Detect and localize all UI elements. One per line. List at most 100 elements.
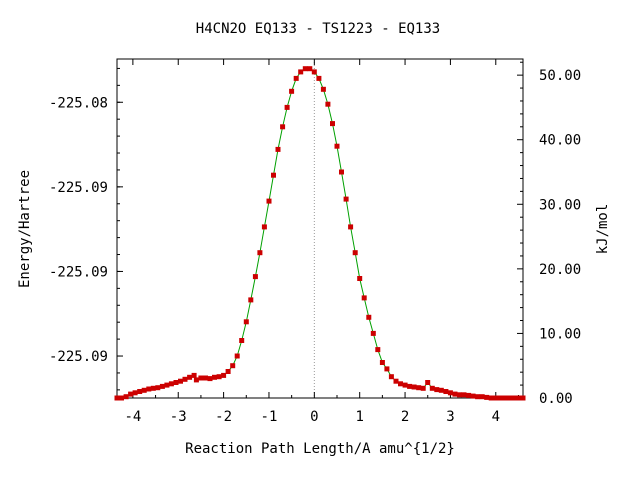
data-point (420, 385, 426, 391)
data-point (284, 104, 290, 110)
data-point (216, 374, 222, 380)
data-point (302, 66, 308, 72)
data-point (352, 250, 358, 256)
data-point (307, 66, 313, 72)
data-point (316, 75, 322, 81)
data-point (239, 338, 245, 343)
data-point (370, 330, 376, 336)
data-point (443, 389, 449, 394)
data-point (248, 297, 254, 303)
x-axis-ticks: -4 -3 -2 -1 0 1 2 3 4 (124, 59, 519, 425)
data-point (511, 395, 517, 401)
data-point (484, 394, 490, 400)
energy-curve (117, 68, 523, 399)
x-tick-label: -2 (215, 409, 232, 425)
data-point (516, 395, 521, 401)
y-right-tick-label: 40.00 (539, 133, 581, 149)
y-right-axis-ticks: 0.00 10.00 20.00 30.00 40.00 50.00 (517, 61, 581, 407)
x-tick-label: 1 (355, 409, 363, 425)
y-right-tick-label: 20.00 (539, 262, 581, 278)
data-point (114, 395, 120, 401)
data-point (320, 86, 326, 92)
data-point (261, 224, 267, 230)
data-point (193, 377, 199, 383)
plot-frame (116, 58, 524, 399)
data-point (330, 121, 335, 127)
data-point (150, 385, 156, 391)
data-point (252, 274, 258, 280)
data-point (137, 389, 143, 394)
y-right-axis-label: kJ/mol (595, 204, 611, 255)
data-point (298, 69, 304, 75)
y-right-tick-label: 50.00 (539, 68, 581, 84)
data-point (384, 366, 390, 372)
data-point (388, 374, 394, 380)
data-point (407, 383, 413, 389)
data-point (339, 169, 344, 175)
data-point (128, 391, 134, 397)
data-point (243, 319, 249, 325)
data-point (203, 375, 208, 381)
data-point (348, 224, 354, 230)
data-point (168, 381, 174, 387)
data-point (461, 392, 467, 398)
data-point (266, 198, 272, 204)
data-point (416, 385, 422, 391)
data-point (187, 374, 193, 380)
y-left-tick-label: -225.09 (49, 264, 108, 280)
data-point (159, 383, 165, 389)
data-point (334, 143, 340, 149)
data-point (173, 380, 179, 385)
data-point (141, 387, 147, 393)
data-point (198, 375, 204, 381)
data-point (361, 295, 367, 301)
data-point (425, 380, 431, 385)
data-point (502, 395, 508, 401)
data-point (234, 353, 240, 359)
y-left-axis-ticks: -225.09 -225.09 -225.09 -225.08 (49, 67, 123, 391)
data-point (275, 146, 281, 152)
data-point (506, 395, 512, 401)
x-tick-label: 3 (446, 409, 454, 425)
data-point (398, 381, 403, 387)
data-point (311, 69, 317, 75)
x-tick-label: 2 (401, 409, 409, 425)
data-point (493, 395, 499, 401)
data-point (191, 372, 197, 378)
data-point (155, 385, 161, 391)
data-point (119, 395, 124, 401)
data-point (520, 395, 526, 401)
data-point (393, 378, 399, 384)
data-point (325, 101, 331, 107)
plot-border (116, 58, 524, 399)
y-left-tick-label: -225.08 (49, 95, 108, 111)
data-point (434, 387, 440, 393)
data-point (221, 372, 227, 378)
data-point (357, 276, 363, 281)
chart-title: H4CN2O EQ133 - TS1223 - EQ133 (196, 21, 440, 37)
x-tick-label: 0 (310, 409, 318, 425)
data-point (257, 250, 263, 256)
data-point (164, 382, 170, 388)
x-tick-label: -3 (170, 409, 187, 425)
y-right-tick-label: 30.00 (539, 197, 581, 213)
data-point (146, 386, 152, 392)
x-tick-label: -4 (124, 409, 141, 425)
data-point (457, 392, 462, 398)
data-point (402, 382, 408, 388)
data-point (212, 374, 217, 380)
y-right-tick-label: 0.00 (539, 391, 573, 407)
y-left-axis-label: Energy/Hartree (17, 170, 33, 288)
data-point (230, 363, 236, 369)
data-point (207, 376, 213, 382)
data-point (488, 395, 494, 401)
data-point (475, 394, 481, 400)
y-right-tick-label: 10.00 (539, 326, 581, 342)
data-point (225, 369, 231, 374)
data-point (366, 314, 372, 320)
x-tick-label: -1 (261, 409, 278, 425)
data-point (429, 385, 435, 391)
data-point (182, 376, 188, 382)
data-point (293, 75, 299, 81)
data-point (375, 347, 381, 353)
